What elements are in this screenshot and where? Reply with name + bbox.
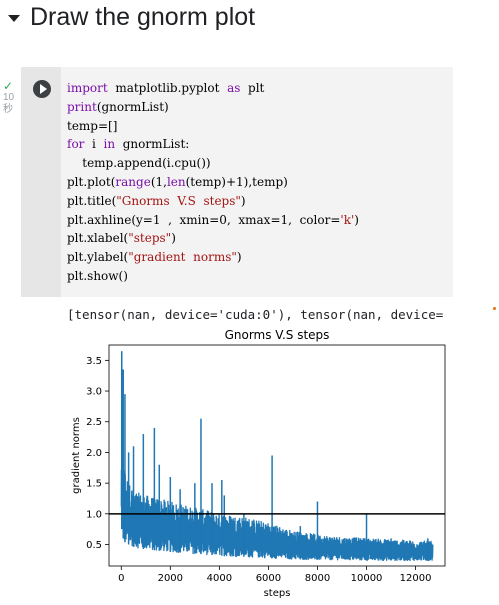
collapse-arrow-icon[interactable] <box>8 15 20 22</box>
y-tick-label: 0.5 <box>86 540 102 551</box>
plot-frame <box>108 344 446 567</box>
x-tick-label: 12000 <box>400 573 432 584</box>
gnorm-chart: Gnorms V.S steps 0 2000 4000 6000 8000 10000 12… <box>71 328 446 599</box>
x-tick-label: 0 <box>118 573 124 584</box>
code-line: plt.xlabel("steps") <box>67 231 176 246</box>
x-axis-label: steps <box>264 588 291 599</box>
output-text: [tensor(nan, device='cuda:0'), tensor(na… <box>67 307 444 322</box>
x-tick-label: 8000 <box>305 573 330 584</box>
y-tick-label: 1.5 <box>86 479 102 490</box>
section-title: Draw the gnorm plot <box>30 3 256 31</box>
y-tick-label: 2.0 <box>86 448 102 459</box>
code-line: plt.title("Gnorms V.S steps") <box>67 193 246 208</box>
execution-time-unit: 秒 <box>3 104 13 115</box>
series-line <box>120 442 434 562</box>
x-tick-label: 6000 <box>256 573 281 584</box>
x-tick-label: 10000 <box>351 573 383 584</box>
execution-time: 10 <box>3 92 15 103</box>
check-icon: ✓ <box>3 79 14 93</box>
cell-gutter <box>21 67 61 297</box>
code-line: print(gnormList) <box>67 99 169 114</box>
code-line: plt.axhline(y=1 , xmin=0, xmax=1, color=… <box>67 212 359 227</box>
code-line: plt.plot(range(1,len(temp)+1),temp) <box>67 174 288 189</box>
code-line: plt.ylabel("gradient norms") <box>67 250 242 265</box>
code-line: import matplotlib.pyplot as plt <box>67 81 265 95</box>
section-header[interactable]: Draw the gnorm plot <box>0 0 499 40</box>
code-line: temp.append(i.cpu()) <box>67 156 211 171</box>
y-tick-label: 1.0 <box>86 509 102 520</box>
status-dot <box>493 307 496 310</box>
code-line: for i in gnormList: <box>67 137 190 152</box>
code-line: temp=[] <box>67 118 118 133</box>
y-tick-label: 3.5 <box>86 356 102 367</box>
x-tick-label: 2000 <box>158 573 183 584</box>
chart-title: Gnorms V.S steps <box>225 328 330 342</box>
cell-execution-status: ✓ 10 秒 <box>3 80 23 116</box>
y-tick-label: 2.5 <box>86 417 102 428</box>
run-cell-button[interactable] <box>33 80 51 98</box>
x-tick-label: 4000 <box>207 573 232 584</box>
code-line: plt.show() <box>67 268 128 283</box>
code-cell[interactable]: import matplotlib.pyplot as plt print(gno… <box>21 67 453 297</box>
code-editor[interactable]: import matplotlib.pyplot as plt print(gno… <box>67 79 359 286</box>
y-axis-label: gradient norms <box>71 417 82 494</box>
y-tick-label: 3.0 <box>86 387 102 398</box>
